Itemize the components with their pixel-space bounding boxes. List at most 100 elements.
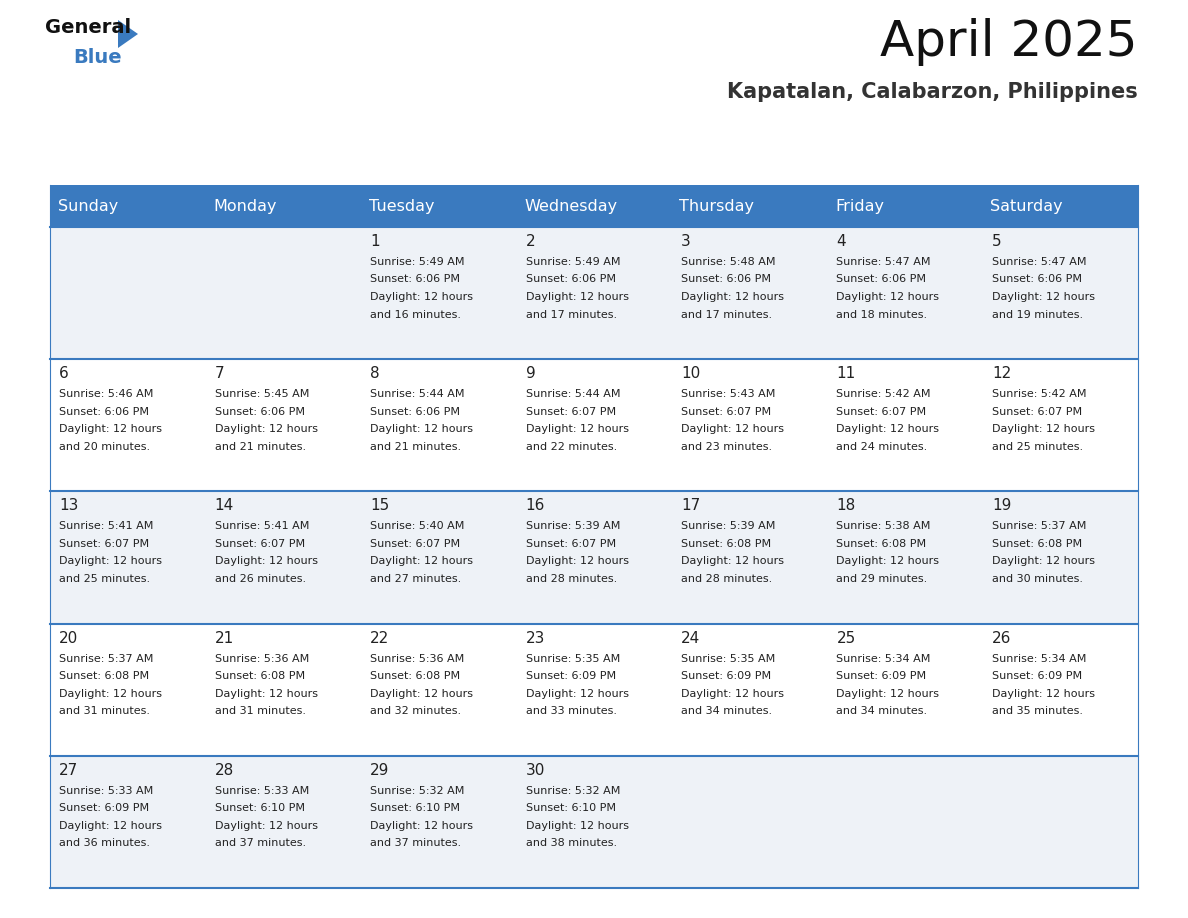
- Text: Sunrise: 5:33 AM: Sunrise: 5:33 AM: [59, 786, 153, 796]
- Text: Daylight: 12 hours: Daylight: 12 hours: [836, 424, 940, 434]
- Text: 5: 5: [992, 234, 1001, 249]
- Text: Sunrise: 5:49 AM: Sunrise: 5:49 AM: [371, 257, 465, 267]
- Text: and 24 minutes.: and 24 minutes.: [836, 442, 928, 452]
- Text: Sunset: 6:06 PM: Sunset: 6:06 PM: [836, 274, 927, 285]
- Text: Wednesday: Wednesday: [524, 198, 618, 214]
- Text: Sunset: 6:09 PM: Sunset: 6:09 PM: [681, 671, 771, 681]
- Text: and 22 minutes.: and 22 minutes.: [525, 442, 617, 452]
- Text: Daylight: 12 hours: Daylight: 12 hours: [836, 556, 940, 566]
- Text: 8: 8: [371, 366, 380, 381]
- Text: Daylight: 12 hours: Daylight: 12 hours: [371, 821, 473, 831]
- Text: Daylight: 12 hours: Daylight: 12 hours: [681, 688, 784, 699]
- Text: Sunset: 6:10 PM: Sunset: 6:10 PM: [215, 803, 305, 813]
- Text: Daylight: 12 hours: Daylight: 12 hours: [681, 292, 784, 302]
- Text: Sunset: 6:09 PM: Sunset: 6:09 PM: [59, 803, 150, 813]
- Text: Tuesday: Tuesday: [368, 198, 434, 214]
- Text: Sunrise: 5:42 AM: Sunrise: 5:42 AM: [992, 389, 1086, 399]
- Text: Sunset: 6:08 PM: Sunset: 6:08 PM: [836, 539, 927, 549]
- Text: and 36 minutes.: and 36 minutes.: [59, 838, 151, 848]
- Text: 6: 6: [59, 366, 69, 381]
- Text: General: General: [45, 18, 131, 37]
- Text: and 37 minutes.: and 37 minutes.: [215, 838, 305, 848]
- Text: Sunset: 6:10 PM: Sunset: 6:10 PM: [371, 803, 460, 813]
- Text: Sunrise: 5:40 AM: Sunrise: 5:40 AM: [371, 521, 465, 532]
- Text: and 28 minutes.: and 28 minutes.: [681, 574, 772, 584]
- Text: Daylight: 12 hours: Daylight: 12 hours: [371, 688, 473, 699]
- Text: Sunset: 6:07 PM: Sunset: 6:07 PM: [59, 539, 150, 549]
- Text: Daylight: 12 hours: Daylight: 12 hours: [836, 688, 940, 699]
- Text: Sunset: 6:06 PM: Sunset: 6:06 PM: [215, 407, 305, 417]
- Text: 16: 16: [525, 498, 545, 513]
- Text: Daylight: 12 hours: Daylight: 12 hours: [525, 688, 628, 699]
- Bar: [50, 359, 1138, 491]
- Text: Sunrise: 5:34 AM: Sunrise: 5:34 AM: [836, 654, 931, 664]
- Text: Sunset: 6:07 PM: Sunset: 6:07 PM: [992, 407, 1082, 417]
- Text: and 38 minutes.: and 38 minutes.: [525, 838, 617, 848]
- Text: Sunset: 6:07 PM: Sunset: 6:07 PM: [371, 539, 460, 549]
- Text: 19: 19: [992, 498, 1011, 513]
- Text: Daylight: 12 hours: Daylight: 12 hours: [215, 688, 317, 699]
- Text: 18: 18: [836, 498, 855, 513]
- Text: Sunrise: 5:41 AM: Sunrise: 5:41 AM: [59, 521, 153, 532]
- Text: and 35 minutes.: and 35 minutes.: [992, 706, 1083, 716]
- Text: Sunrise: 5:46 AM: Sunrise: 5:46 AM: [59, 389, 153, 399]
- Text: 20: 20: [59, 631, 78, 645]
- Bar: [50, 756, 1138, 888]
- Text: and 18 minutes.: and 18 minutes.: [836, 309, 928, 319]
- Text: Monday: Monday: [213, 198, 277, 214]
- Text: and 19 minutes.: and 19 minutes.: [992, 309, 1083, 319]
- Text: Daylight: 12 hours: Daylight: 12 hours: [681, 556, 784, 566]
- Text: 26: 26: [992, 631, 1011, 645]
- Text: Thursday: Thursday: [680, 198, 754, 214]
- Text: 27: 27: [59, 763, 78, 778]
- Text: Sunrise: 5:36 AM: Sunrise: 5:36 AM: [371, 654, 465, 664]
- Text: 30: 30: [525, 763, 545, 778]
- Text: 23: 23: [525, 631, 545, 645]
- Text: Daylight: 12 hours: Daylight: 12 hours: [836, 292, 940, 302]
- Text: Sunrise: 5:34 AM: Sunrise: 5:34 AM: [992, 654, 1086, 664]
- Text: Sunrise: 5:32 AM: Sunrise: 5:32 AM: [371, 786, 465, 796]
- Text: Sunrise: 5:33 AM: Sunrise: 5:33 AM: [215, 786, 309, 796]
- Text: and 26 minutes.: and 26 minutes.: [215, 574, 305, 584]
- Text: Sunset: 6:06 PM: Sunset: 6:06 PM: [371, 274, 460, 285]
- Text: Daylight: 12 hours: Daylight: 12 hours: [371, 424, 473, 434]
- Text: and 34 minutes.: and 34 minutes.: [681, 706, 772, 716]
- Text: and 32 minutes.: and 32 minutes.: [371, 706, 461, 716]
- Text: Blue: Blue: [72, 48, 121, 67]
- Text: 15: 15: [371, 498, 390, 513]
- Text: and 37 minutes.: and 37 minutes.: [371, 838, 461, 848]
- Text: Saturday: Saturday: [991, 198, 1063, 214]
- Text: Sunrise: 5:44 AM: Sunrise: 5:44 AM: [371, 389, 465, 399]
- Text: Daylight: 12 hours: Daylight: 12 hours: [215, 821, 317, 831]
- Text: Daylight: 12 hours: Daylight: 12 hours: [681, 424, 784, 434]
- Text: Sunrise: 5:47 AM: Sunrise: 5:47 AM: [992, 257, 1086, 267]
- Text: and 23 minutes.: and 23 minutes.: [681, 442, 772, 452]
- Text: Sunrise: 5:38 AM: Sunrise: 5:38 AM: [836, 521, 931, 532]
- Text: Kapatalan, Calabarzon, Philippines: Kapatalan, Calabarzon, Philippines: [727, 82, 1138, 102]
- Text: Sunset: 6:06 PM: Sunset: 6:06 PM: [681, 274, 771, 285]
- Text: 17: 17: [681, 498, 700, 513]
- Text: and 31 minutes.: and 31 minutes.: [215, 706, 305, 716]
- Text: 14: 14: [215, 498, 234, 513]
- Text: and 17 minutes.: and 17 minutes.: [525, 309, 617, 319]
- Text: 3: 3: [681, 234, 690, 249]
- Text: Daylight: 12 hours: Daylight: 12 hours: [59, 688, 163, 699]
- Text: and 25 minutes.: and 25 minutes.: [59, 574, 151, 584]
- Text: 10: 10: [681, 366, 700, 381]
- Text: Sunrise: 5:47 AM: Sunrise: 5:47 AM: [836, 257, 931, 267]
- Text: Sunset: 6:06 PM: Sunset: 6:06 PM: [59, 407, 150, 417]
- Text: Sunrise: 5:49 AM: Sunrise: 5:49 AM: [525, 257, 620, 267]
- Text: Sunrise: 5:44 AM: Sunrise: 5:44 AM: [525, 389, 620, 399]
- Text: Daylight: 12 hours: Daylight: 12 hours: [992, 556, 1095, 566]
- Text: Sunrise: 5:37 AM: Sunrise: 5:37 AM: [992, 521, 1086, 532]
- Text: 9: 9: [525, 366, 536, 381]
- Text: 21: 21: [215, 631, 234, 645]
- Text: and 27 minutes.: and 27 minutes.: [371, 574, 461, 584]
- Text: Sunrise: 5:37 AM: Sunrise: 5:37 AM: [59, 654, 153, 664]
- Text: and 30 minutes.: and 30 minutes.: [992, 574, 1083, 584]
- Text: Daylight: 12 hours: Daylight: 12 hours: [371, 292, 473, 302]
- Text: 22: 22: [371, 631, 390, 645]
- Text: 1: 1: [371, 234, 380, 249]
- Text: Daylight: 12 hours: Daylight: 12 hours: [371, 556, 473, 566]
- Text: 4: 4: [836, 234, 846, 249]
